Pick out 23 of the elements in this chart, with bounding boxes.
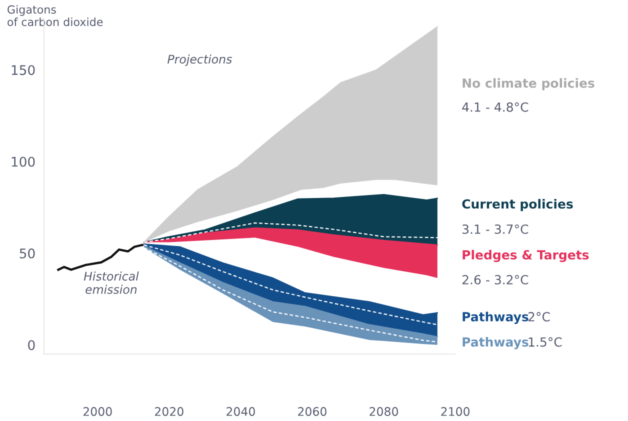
- y-axis-title: Gigatons of carbon dioxide: [8, 5, 103, 26]
- text: 2°C: [528, 312, 550, 322]
- x-tick-label: 2100: [441, 407, 470, 416]
- text: 1.5°C: [528, 337, 562, 347]
- y-tick-label: 150: [12, 65, 35, 76]
- x-tick-label: 2040: [226, 407, 255, 416]
- x-tick-label: 2020: [154, 407, 184, 416]
- text: Pledges & Targets: [462, 250, 589, 262]
- series-label: Historical emission: [84, 272, 139, 294]
- series-label: Current policies: [462, 198, 573, 212]
- annotation: Projections: [168, 54, 232, 66]
- y-tick-label: 100: [12, 156, 35, 167]
- x-tick-label: 2080: [370, 407, 398, 416]
- text: 2.6 - 3.2°C: [462, 274, 528, 284]
- y-tick-label: 0: [28, 340, 35, 350]
- text: Pathways: [462, 312, 528, 324]
- text: 4.1 - 4.8°C: [462, 102, 528, 112]
- text: Pathways: [462, 337, 528, 350]
- x-tick-label: 2060: [298, 407, 326, 416]
- text: 3.1 - 3.7°C: [462, 224, 528, 234]
- text: No climate policies: [462, 78, 594, 90]
- y-tick-label: 50: [20, 248, 35, 258]
- x-tick-label: 2000: [83, 407, 112, 416]
